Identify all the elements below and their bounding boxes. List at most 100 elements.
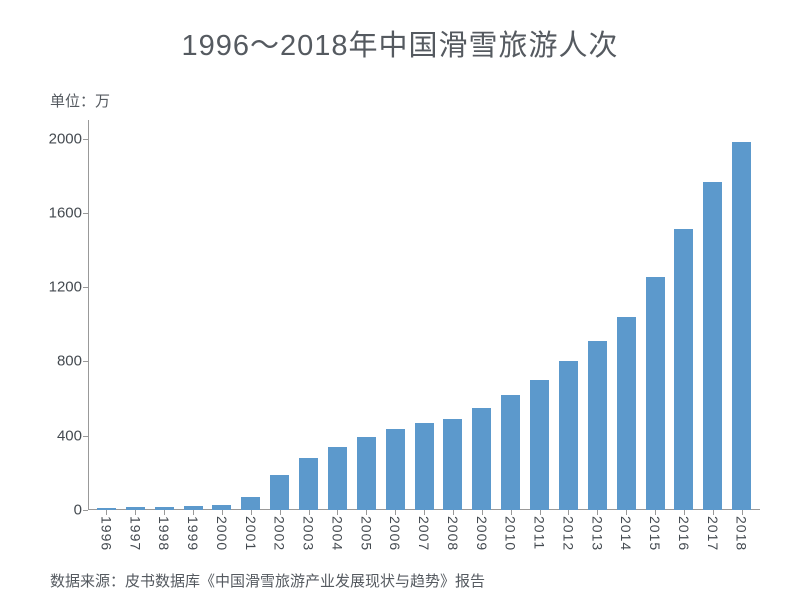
bar-slot: [496, 120, 525, 510]
bar-slot: [554, 120, 583, 510]
x-label-slot: 2002: [265, 516, 294, 551]
bars-container: [88, 120, 760, 510]
x-tick-mark: [164, 510, 165, 515]
x-label-slot: 2003: [294, 516, 323, 551]
bar: [617, 317, 636, 510]
y-tick-label: 1600: [36, 204, 82, 221]
bar-slot: [525, 120, 554, 510]
x-label-slot: 1998: [150, 516, 179, 551]
x-label-slot: 2016: [670, 516, 699, 551]
bar: [559, 361, 578, 510]
x-tick-label: 2017: [705, 516, 721, 551]
x-tick-label: 2001: [243, 516, 259, 551]
chart-title: 1996～2018年中国滑雪旅游人次: [0, 0, 800, 64]
x-label-slot: 2017: [698, 516, 727, 551]
x-tick-mark: [684, 510, 685, 515]
bar-slot: [208, 120, 237, 510]
x-tick-mark: [742, 510, 743, 515]
x-tick-mark: [453, 510, 454, 515]
y-tick-label: 1200: [36, 279, 82, 296]
bar-slot: [467, 120, 496, 510]
x-tick-label: 2003: [301, 516, 317, 551]
x-tick-mark: [597, 510, 598, 515]
bar-slot: [265, 120, 294, 510]
x-label-slot: 2006: [381, 516, 410, 551]
x-tick-mark: [395, 510, 396, 515]
bar-slot: [323, 120, 352, 510]
x-tick-label: 2011: [532, 516, 548, 551]
bar: [646, 277, 665, 510]
bar: [472, 408, 491, 510]
bar-slot: [121, 120, 150, 510]
x-tick-mark: [193, 510, 194, 515]
x-tick-label: 2000: [214, 516, 230, 551]
bar-slot: [150, 120, 179, 510]
bar-slot: [92, 120, 121, 510]
x-label-slot: 2005: [352, 516, 381, 551]
y-tick-label: 400: [36, 427, 82, 444]
x-tick-label: 2005: [358, 516, 374, 551]
x-tick-mark: [106, 510, 107, 515]
x-tick-mark: [337, 510, 338, 515]
x-label-slot: 2008: [439, 516, 468, 551]
x-tick-mark: [366, 510, 367, 515]
bar-slot: [439, 120, 468, 510]
bar: [241, 497, 260, 510]
bar-slot: [698, 120, 727, 510]
bar: [357, 437, 376, 510]
x-tick-label: 2018: [734, 516, 750, 551]
bar: [328, 447, 347, 510]
x-tick-label: 2008: [445, 516, 461, 551]
bar: [732, 142, 751, 510]
bar: [703, 182, 722, 510]
bar-slot: [727, 120, 756, 510]
bar-slot: [179, 120, 208, 510]
x-tick-mark: [135, 510, 136, 515]
x-label-slot: 2000: [208, 516, 237, 551]
x-tick-label: 1999: [185, 516, 201, 551]
x-tick-label: 2004: [329, 516, 345, 551]
x-tick-mark: [251, 510, 252, 515]
x-tick-label: 1997: [127, 516, 143, 551]
x-label-slot: 2010: [496, 516, 525, 551]
chart-area: 0400800120016002000 19961997199819992000…: [88, 120, 760, 510]
unit-label: 单位：万: [50, 90, 110, 111]
x-label-slot: 2012: [554, 516, 583, 551]
x-tick-label: 2010: [503, 516, 519, 551]
x-tick-label: 2002: [272, 516, 288, 551]
bar: [674, 229, 693, 510]
x-tick-mark: [280, 510, 281, 515]
x-tick-label: 2009: [474, 516, 490, 551]
x-tick-label: 1996: [98, 516, 114, 551]
bar: [530, 380, 549, 510]
x-tick-label: 2015: [647, 516, 663, 551]
x-tick-mark: [626, 510, 627, 515]
x-tick-label: 2007: [416, 516, 432, 551]
x-label-slot: 2009: [467, 516, 496, 551]
bar-slot: [410, 120, 439, 510]
y-tick-mark: [83, 510, 88, 511]
bar-slot: [612, 120, 641, 510]
x-tick-label: 2012: [560, 516, 576, 551]
bar-slot: [583, 120, 612, 510]
bar-slot: [670, 120, 699, 510]
source-text: 数据来源：皮书数据库《中国滑雪旅游产业发展现状与趋势》报告: [50, 570, 485, 591]
x-label-slot: 2013: [583, 516, 612, 551]
x-label-slot: 2001: [236, 516, 265, 551]
x-tick-label: 2013: [589, 516, 605, 551]
bar-slot: [381, 120, 410, 510]
bar: [443, 419, 462, 510]
x-label-slot: 2004: [323, 516, 352, 551]
bar: [501, 395, 520, 510]
bar-slot: [236, 120, 265, 510]
bar-slot: [294, 120, 323, 510]
bar-slot: [352, 120, 381, 510]
x-tick-mark: [309, 510, 310, 515]
bar: [386, 429, 405, 510]
x-tick-mark: [482, 510, 483, 515]
y-tick-label: 800: [36, 353, 82, 370]
x-tick-mark: [568, 510, 569, 515]
x-label-slot: 2011: [525, 516, 554, 551]
x-tick-mark: [424, 510, 425, 515]
x-tick-label: 2006: [387, 516, 403, 551]
